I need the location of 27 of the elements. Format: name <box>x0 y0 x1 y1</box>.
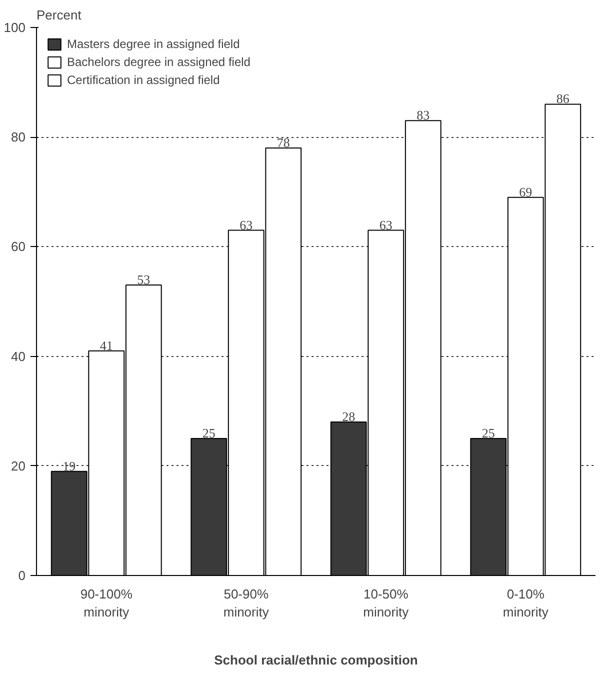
x-axis-title: School racial/ethnic composition <box>214 652 418 668</box>
data-label: 25 <box>202 426 216 440</box>
y-tick-label: 80 <box>11 130 26 145</box>
data-label: 28 <box>342 409 356 424</box>
x-tick-label: 10-50% minority <box>363 586 410 620</box>
data-label: 41 <box>100 338 113 353</box>
x-tick-label: 90-100% minority <box>80 586 133 620</box>
data-label: 63 <box>240 217 253 232</box>
data-label: 19 <box>62 458 76 474</box>
y-tick-label: 0 <box>18 568 26 583</box>
x-tick-label: 0-10% minority <box>502 586 549 620</box>
data-label: 69 <box>519 184 532 200</box>
data-label: 63 <box>379 217 392 232</box>
legend-label: Certification in assigned field <box>67 73 220 87</box>
y-tick-label: 60 <box>11 239 26 254</box>
data-label: 86 <box>556 91 570 106</box>
data-label: 83 <box>416 108 430 123</box>
data-label: 78 <box>276 135 290 150</box>
y-axis-title: Percent <box>36 8 82 22</box>
data-label: 25 <box>482 426 495 440</box>
legend-label: Bachelors degree in assigned field <box>67 55 250 69</box>
legend-label: Masters degree in assigned field <box>67 37 240 51</box>
y-tick-label: 100 <box>4 20 26 35</box>
y-tick-label: 40 <box>11 348 26 364</box>
y-tick-label: 20 <box>11 458 26 474</box>
data-label: 53 <box>137 272 150 288</box>
x-tick-label: 50-90% minority <box>223 586 270 620</box>
